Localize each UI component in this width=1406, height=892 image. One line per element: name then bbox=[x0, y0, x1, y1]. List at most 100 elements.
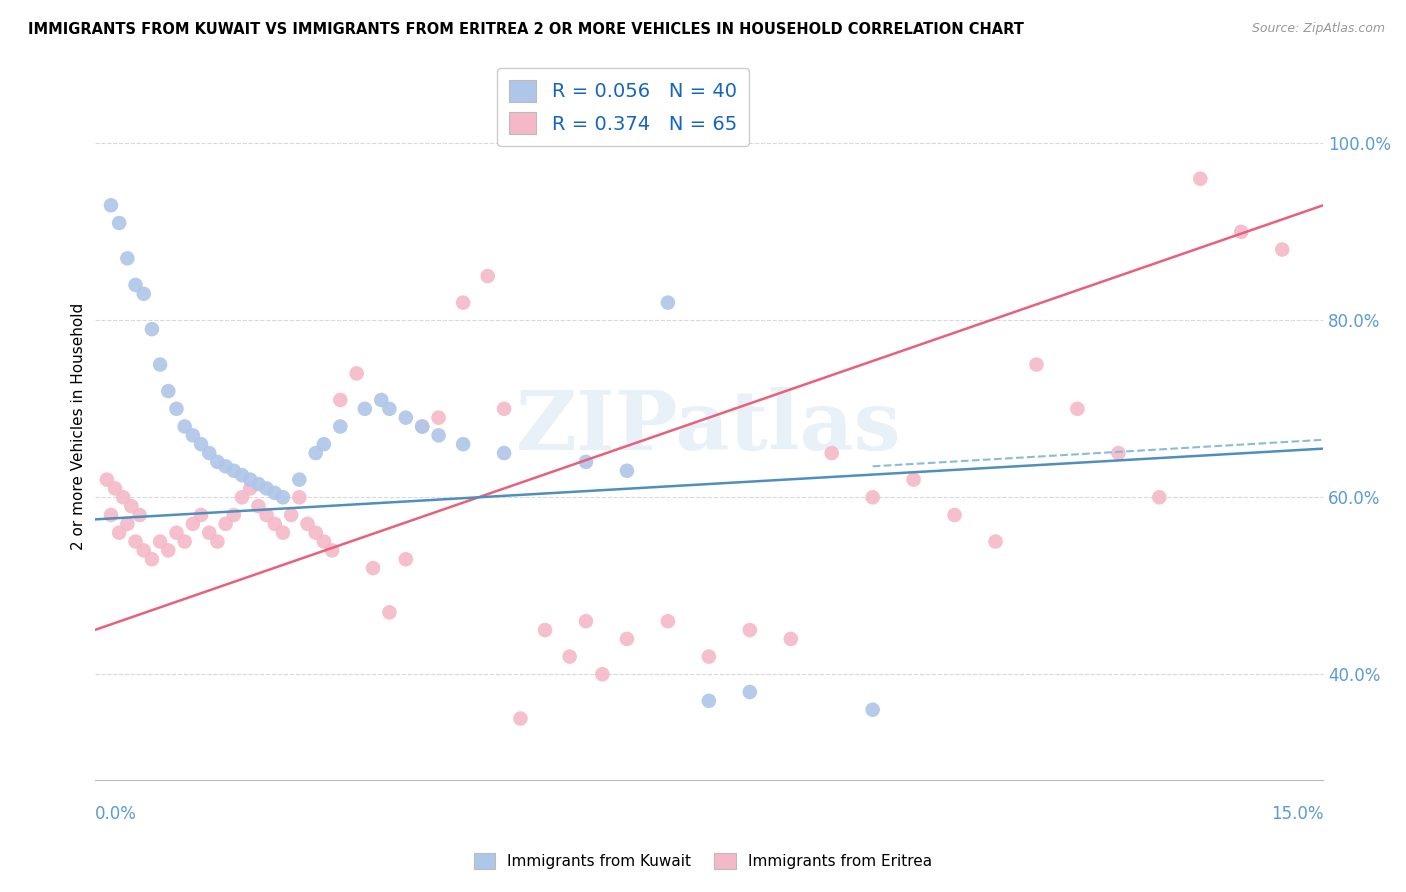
Text: IMMIGRANTS FROM KUWAIT VS IMMIGRANTS FROM ERITREA 2 OR MORE VEHICLES IN HOUSEHOL: IMMIGRANTS FROM KUWAIT VS IMMIGRANTS FRO… bbox=[28, 22, 1024, 37]
Point bbox=[271, 491, 294, 505]
Point bbox=[1107, 446, 1129, 460]
Point bbox=[329, 392, 352, 407]
Point bbox=[141, 552, 163, 566]
Point bbox=[779, 632, 801, 646]
Point bbox=[181, 428, 204, 442]
Point bbox=[494, 401, 516, 416]
Point bbox=[427, 428, 450, 442]
Point bbox=[288, 473, 311, 487]
Point bbox=[149, 358, 172, 372]
Text: ZIPatlas: ZIPatlas bbox=[516, 386, 901, 467]
Point bbox=[149, 534, 172, 549]
Point bbox=[575, 455, 598, 469]
Point bbox=[1066, 401, 1088, 416]
Point bbox=[305, 446, 328, 460]
Point bbox=[657, 614, 679, 628]
Point bbox=[222, 508, 245, 522]
Point bbox=[558, 649, 581, 664]
Point bbox=[247, 477, 270, 491]
Point bbox=[231, 491, 253, 505]
Point bbox=[312, 437, 335, 451]
Point bbox=[247, 499, 270, 513]
Point bbox=[288, 491, 311, 505]
Point bbox=[108, 525, 131, 540]
Point bbox=[361, 561, 384, 575]
Point bbox=[157, 543, 180, 558]
Point bbox=[207, 455, 229, 469]
Point bbox=[1149, 491, 1171, 505]
Point bbox=[509, 712, 531, 726]
Point bbox=[141, 322, 163, 336]
Point bbox=[263, 486, 285, 500]
Point bbox=[862, 703, 884, 717]
Point bbox=[96, 473, 118, 487]
Point bbox=[575, 614, 598, 628]
Point bbox=[231, 468, 253, 483]
Point bbox=[943, 508, 966, 522]
Point bbox=[239, 473, 262, 487]
Point bbox=[190, 437, 212, 451]
Point bbox=[534, 623, 557, 637]
Point bbox=[207, 534, 229, 549]
Point bbox=[378, 605, 401, 619]
Point bbox=[370, 392, 392, 407]
Point bbox=[591, 667, 613, 681]
Point bbox=[616, 464, 638, 478]
Point bbox=[124, 534, 146, 549]
Point bbox=[256, 482, 278, 496]
Point bbox=[738, 685, 761, 699]
Point bbox=[984, 534, 1007, 549]
Point bbox=[395, 410, 418, 425]
Point bbox=[657, 295, 679, 310]
Point bbox=[427, 410, 450, 425]
Point bbox=[256, 508, 278, 522]
Point bbox=[329, 419, 352, 434]
Point bbox=[903, 473, 925, 487]
Point bbox=[100, 508, 122, 522]
Text: Source: ZipAtlas.com: Source: ZipAtlas.com bbox=[1251, 22, 1385, 36]
Point bbox=[1189, 171, 1212, 186]
Point bbox=[271, 525, 294, 540]
Point bbox=[124, 277, 146, 292]
Point bbox=[312, 534, 335, 549]
Point bbox=[132, 543, 155, 558]
Point bbox=[112, 491, 135, 505]
Point bbox=[477, 268, 499, 283]
Point bbox=[378, 401, 401, 416]
Legend: R = 0.056   N = 40, R = 0.374   N = 65: R = 0.056 N = 40, R = 0.374 N = 65 bbox=[498, 68, 748, 146]
Text: 15.0%: 15.0% bbox=[1271, 805, 1323, 823]
Point bbox=[697, 694, 720, 708]
Point bbox=[346, 367, 368, 381]
Point bbox=[738, 623, 761, 637]
Point bbox=[1025, 358, 1047, 372]
Point bbox=[411, 419, 433, 434]
Point bbox=[616, 632, 638, 646]
Point bbox=[181, 516, 204, 531]
Point bbox=[117, 516, 139, 531]
Point bbox=[494, 446, 516, 460]
Point bbox=[214, 516, 236, 531]
Point bbox=[395, 552, 418, 566]
Point bbox=[166, 525, 188, 540]
Point bbox=[451, 437, 474, 451]
Point bbox=[1230, 225, 1253, 239]
Point bbox=[239, 482, 262, 496]
Point bbox=[198, 525, 221, 540]
Point bbox=[280, 508, 302, 522]
Point bbox=[1271, 243, 1294, 257]
Point bbox=[117, 252, 139, 266]
Point bbox=[222, 464, 245, 478]
Point bbox=[173, 419, 195, 434]
Point bbox=[198, 446, 221, 460]
Point bbox=[100, 198, 122, 212]
Point bbox=[321, 543, 343, 558]
Point bbox=[305, 525, 328, 540]
Point bbox=[697, 649, 720, 664]
Point bbox=[104, 482, 127, 496]
Point bbox=[451, 295, 474, 310]
Point bbox=[354, 401, 377, 416]
Point bbox=[214, 459, 236, 474]
Y-axis label: 2 or more Vehicles in Household: 2 or more Vehicles in Household bbox=[72, 303, 86, 550]
Point bbox=[128, 508, 150, 522]
Point bbox=[132, 286, 155, 301]
